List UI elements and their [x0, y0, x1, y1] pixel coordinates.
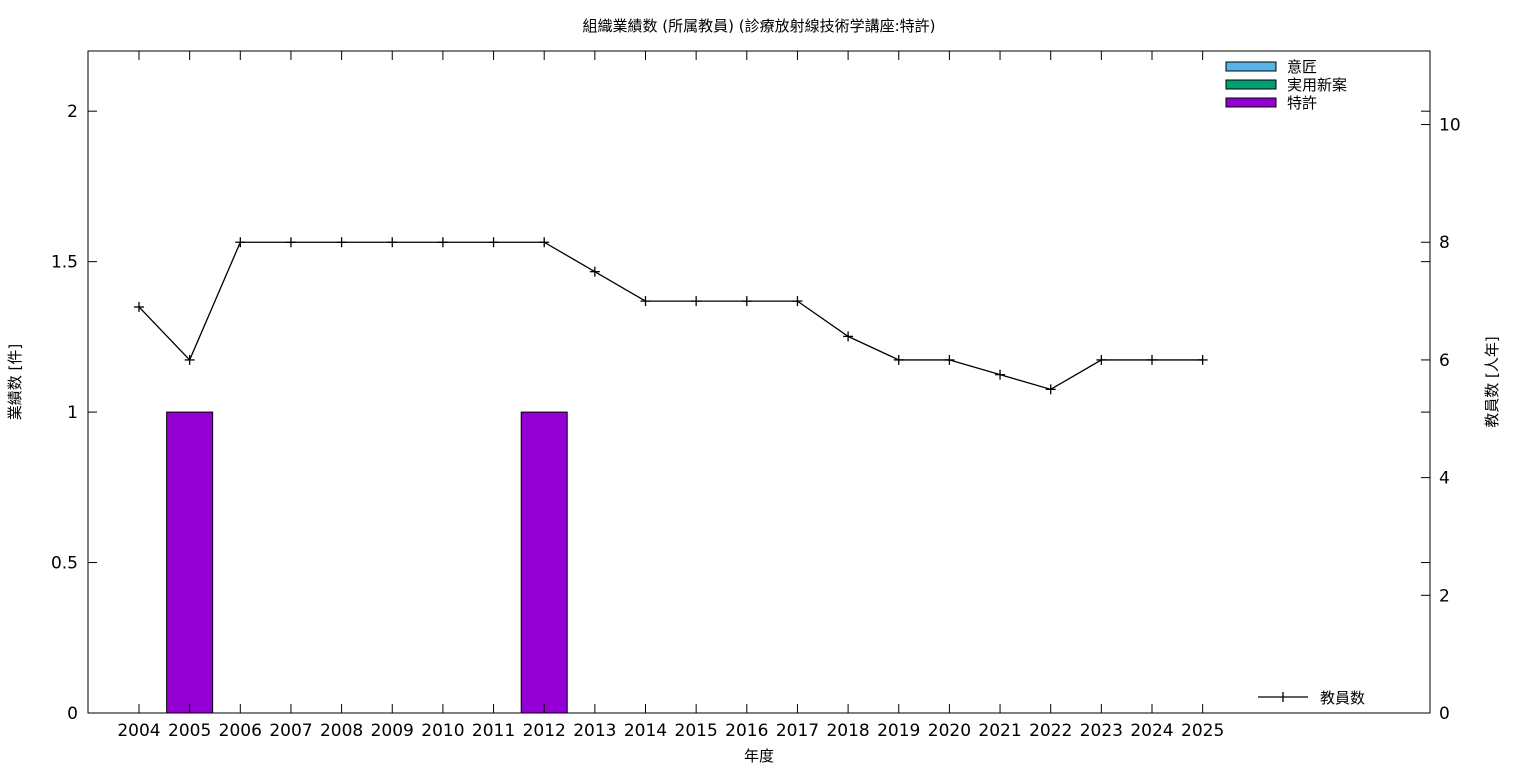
x-tick-label: 2017	[776, 721, 819, 741]
line-point	[184, 354, 195, 365]
line-point	[589, 266, 600, 277]
x-tick-label: 2009	[371, 721, 414, 741]
chart-title: 組織業績数 (所属教員) (診療放射線技術学講座:特許)	[582, 17, 935, 35]
y2-tick-label: 6	[1439, 351, 1450, 371]
left-axis: 0 0.5 1 1.5 2	[51, 102, 1430, 724]
legend-label: 特許	[1287, 94, 1317, 112]
y2-tick-label: 8	[1439, 233, 1450, 253]
legend-label: 意匠	[1287, 58, 1317, 76]
line-point	[944, 354, 955, 365]
line-point	[995, 369, 1006, 380]
x-tick-label: 2019	[877, 721, 920, 741]
y-axis-label: 業績数 [件]	[6, 344, 24, 420]
y2-axis-label: 教員数 [人年]	[1483, 336, 1501, 427]
x-tick-label: 2018	[826, 721, 869, 741]
x-tick-label: 2007	[269, 721, 312, 741]
line-point	[1147, 354, 1157, 365]
bar-group	[166, 411, 568, 714]
x-tick-label: 2010	[421, 721, 464, 741]
x-tick-label: 2021	[978, 721, 1021, 741]
x-tick-label: 2020	[928, 721, 971, 741]
line-point	[539, 237, 550, 248]
legend-line-label: 教員数	[1320, 689, 1365, 707]
line-point	[1096, 354, 1107, 365]
line-group	[134, 237, 1208, 395]
x-tick-label: 2024	[1130, 721, 1173, 741]
x-tick-label: 2008	[320, 721, 363, 741]
line-point	[1197, 354, 1208, 365]
x-axis: 2004 2005 2006 2007 2008 2009 2010 2011 2012 2013…	[117, 51, 1224, 741]
y-tick-label: 1	[67, 403, 78, 423]
line-point	[134, 301, 144, 312]
right-axis: 0 2 4 6 8 10	[1421, 116, 1461, 724]
y-tick-label: 1.5	[51, 253, 78, 273]
line-point	[893, 354, 904, 365]
y-tick-label: 0	[67, 704, 78, 724]
x-tick-label: 2004	[117, 721, 160, 741]
x-tick-label: 2013	[573, 721, 616, 741]
x-tick-label: 2022	[1029, 721, 1072, 741]
y-tick-label: 2	[67, 102, 78, 122]
line-point	[843, 331, 854, 342]
legend-line: 教員数	[1258, 689, 1365, 707]
legend-swatch	[1225, 79, 1277, 90]
x-tick-label: 2016	[725, 721, 768, 741]
x-axis-label: 年度	[744, 747, 774, 765]
line-point	[1045, 384, 1056, 395]
line-point	[285, 237, 296, 248]
bar	[520, 411, 568, 714]
bar	[166, 411, 214, 714]
y2-tick-label: 2	[1439, 586, 1450, 606]
x-tick-label: 2014	[624, 721, 667, 741]
line-point	[336, 237, 347, 248]
line-series	[138, 241, 1203, 391]
x-tick-label: 2025	[1181, 721, 1224, 741]
line-point	[387, 237, 398, 248]
plot-frame	[87, 50, 1431, 714]
y-tick-label: 0.5	[51, 554, 78, 574]
line-point	[235, 237, 246, 248]
legend-label: 実用新案	[1287, 76, 1347, 94]
x-tick-label: 2023	[1080, 721, 1123, 741]
line-point	[640, 296, 651, 307]
line-point	[488, 237, 499, 248]
x-tick-label: 2005	[168, 721, 211, 741]
legend-swatch	[1225, 61, 1277, 72]
legend-swatch	[1225, 97, 1277, 108]
line-point	[792, 296, 803, 307]
line-point	[437, 237, 448, 248]
y2-tick-label: 4	[1439, 469, 1450, 489]
x-tick-label: 2011	[472, 721, 515, 741]
x-tick-label: 2015	[675, 721, 718, 741]
line-point	[691, 296, 702, 307]
x-tick-label: 2012	[523, 721, 566, 741]
y2-tick-label: 0	[1439, 704, 1450, 724]
line-point	[741, 296, 752, 307]
y2-tick-label: 10	[1439, 116, 1461, 136]
x-tick-label: 2006	[219, 721, 262, 741]
